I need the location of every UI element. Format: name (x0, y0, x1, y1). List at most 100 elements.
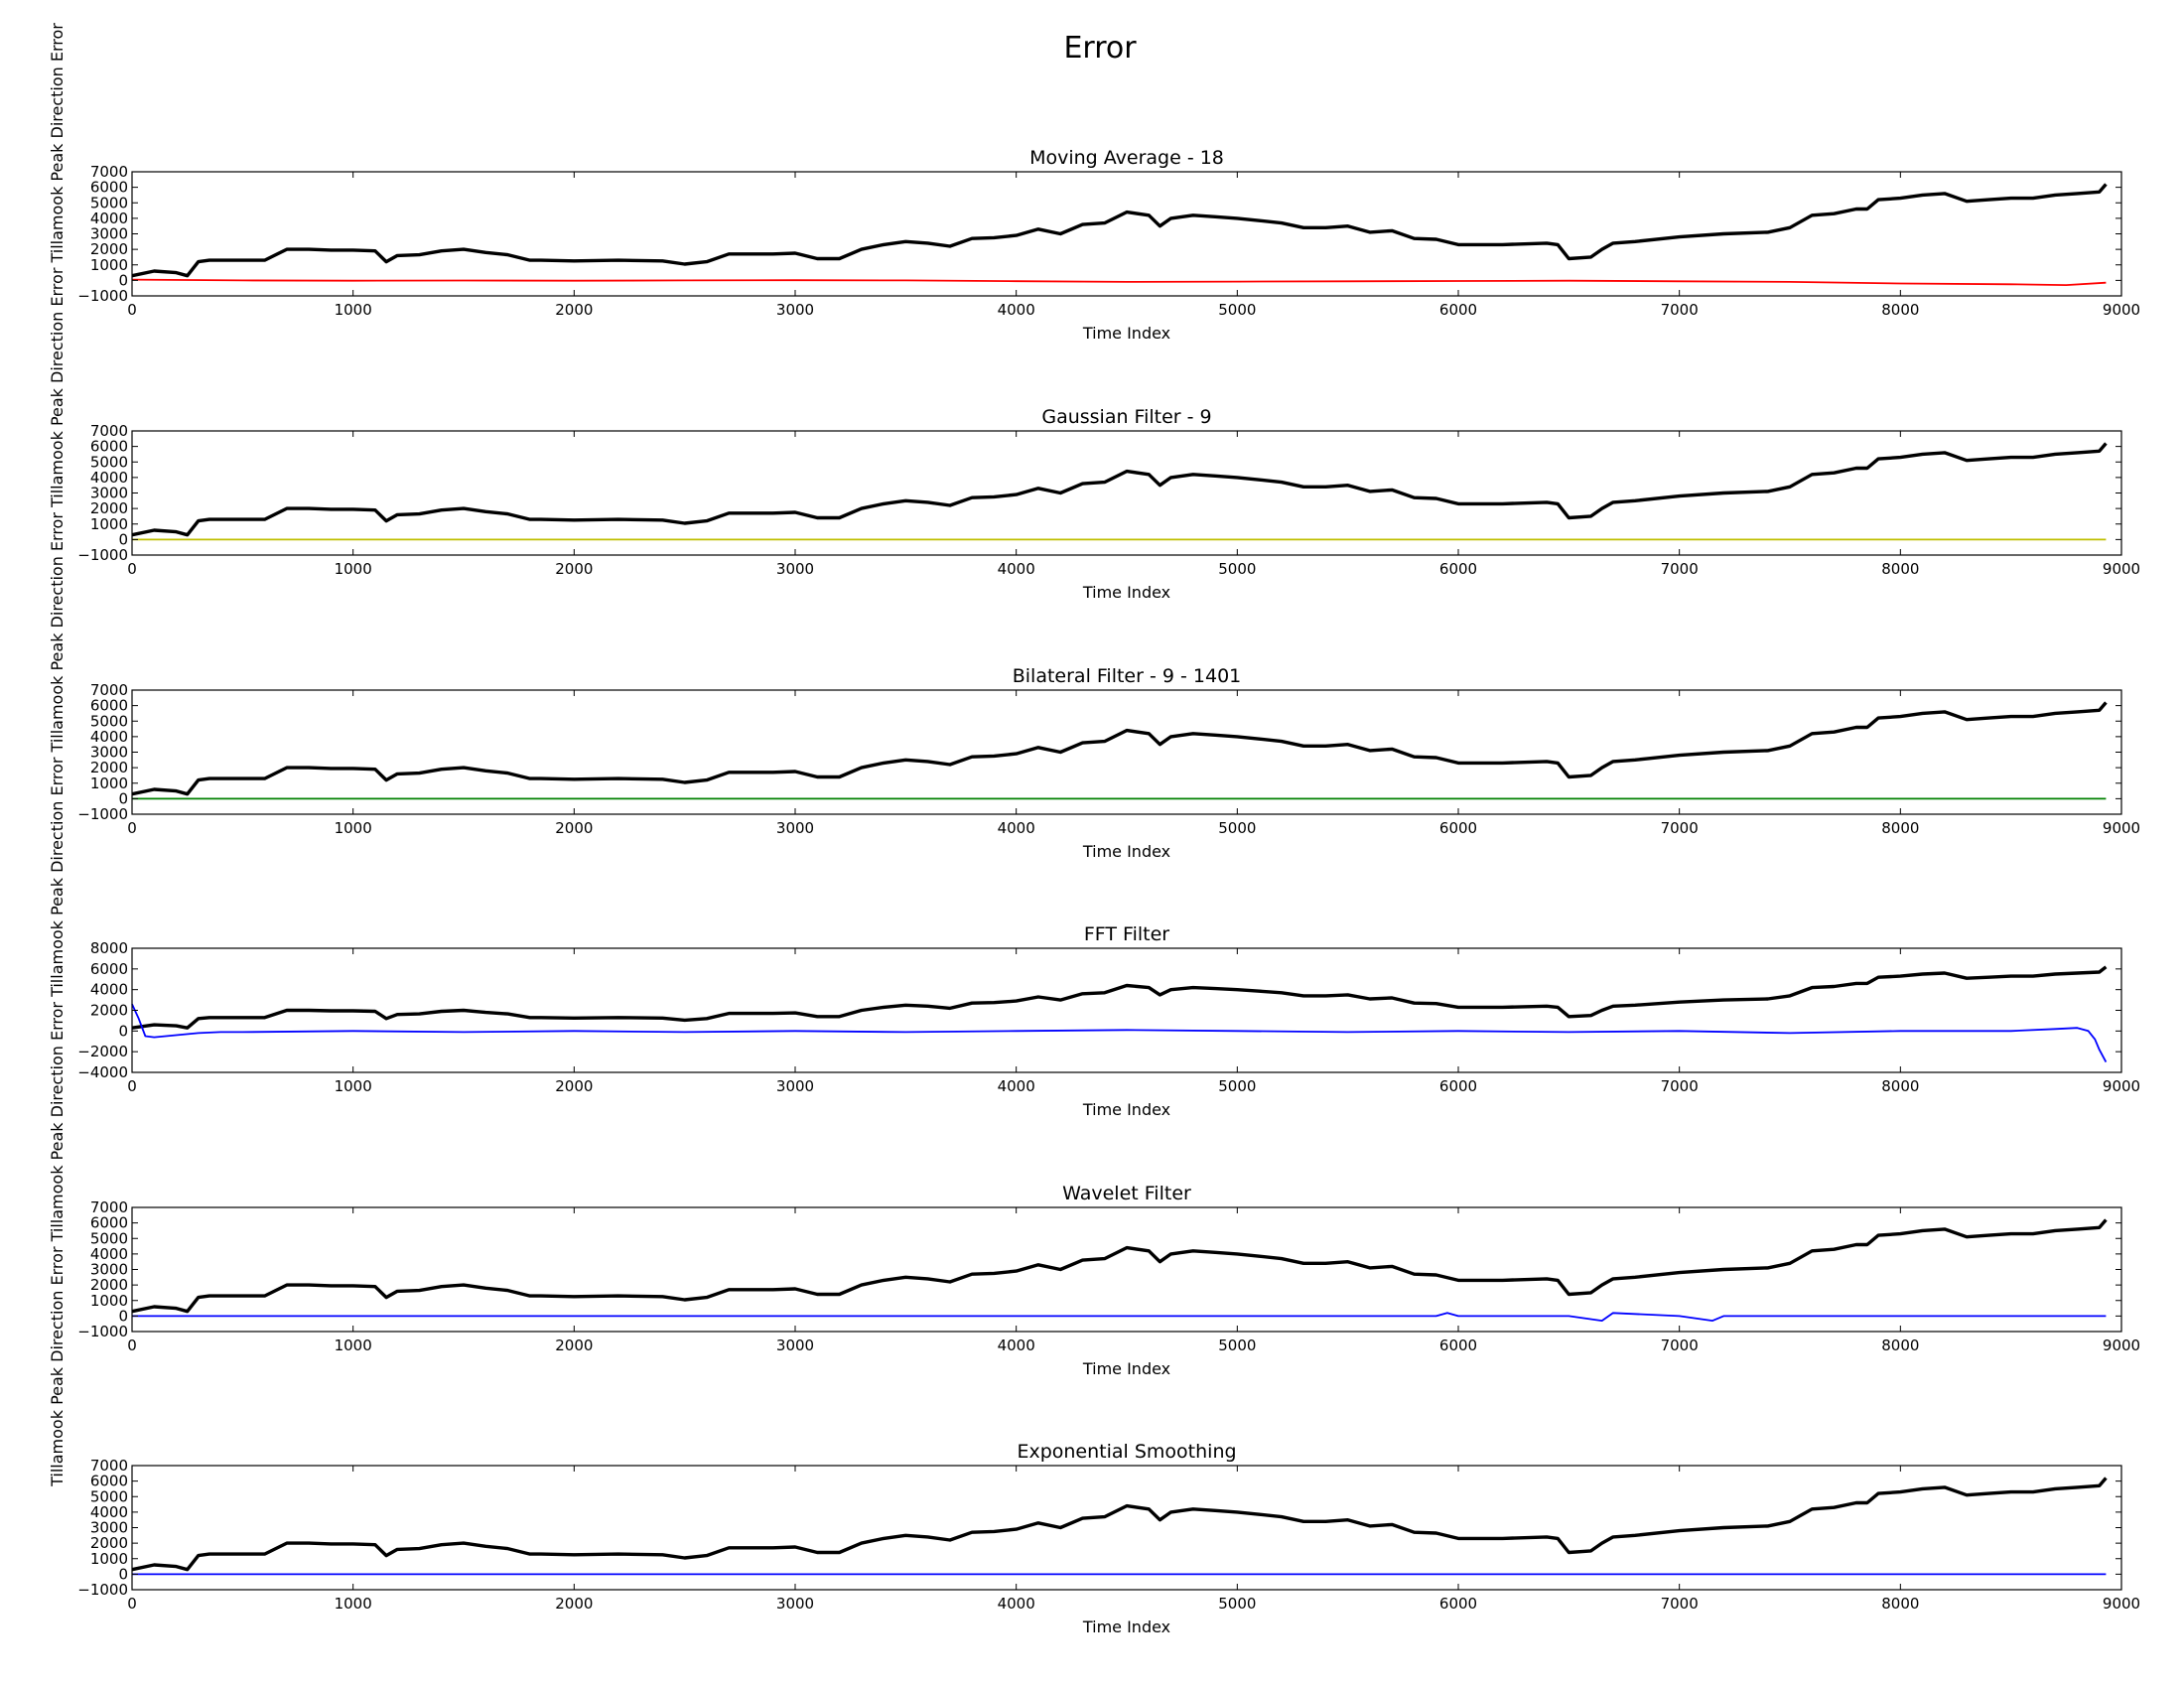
x-tick-label: 9000 (2103, 560, 2140, 578)
plot-area (132, 690, 2121, 814)
y-tick-label: 2000 (90, 1534, 128, 1552)
figure-ylabel: Tillamook Peak Direction Error Tillamook… (48, 23, 67, 1487)
y-tick-label: 3000 (90, 485, 128, 502)
y-tick-label: 3000 (90, 744, 128, 762)
series-line-2 (131, 1003, 2108, 1063)
x-tick-label: 7000 (1661, 301, 1699, 319)
x-tick-label: 3000 (776, 819, 814, 837)
series-line-2 (132, 1312, 2107, 1322)
y-tick-label: 7000 (90, 163, 128, 181)
x-tick-label: 1000 (335, 560, 372, 578)
x-tick-label: 7000 (1661, 560, 1699, 578)
subplot-2: Gaussian Filter - 90 1000 2000 3000 4000 5000… (77, 406, 2140, 602)
x-tick-label: 8000 (1881, 1595, 1919, 1613)
subplot-title: Gaussian Filter - 9 (1041, 406, 1211, 428)
y-tick-label: 1000 (90, 1550, 128, 1568)
y-tick-label: 7000 (90, 1457, 128, 1475)
x-tick-label: 7000 (1661, 1595, 1699, 1613)
x-tick-label: 9000 (2103, 1595, 2140, 1613)
x-tick-label: 8000 (1881, 301, 1919, 319)
figure-title: Error (1063, 31, 1137, 66)
x-tick-label: 7000 (1661, 1336, 1699, 1354)
y-tick-label: 5000 (90, 194, 128, 211)
y-tick-label: 7000 (90, 1198, 128, 1216)
x-axis-label: Time Index (1082, 1618, 1170, 1636)
plot-area (132, 948, 2121, 1072)
series-line-1 (131, 1218, 2108, 1314)
y-tick-label: 5000 (90, 453, 128, 471)
x-tick-label: 3000 (776, 1077, 814, 1095)
y-tick-label: 4000 (90, 1503, 128, 1521)
x-tick-label: 1000 (335, 1595, 372, 1613)
x-tick-label: 2000 (555, 819, 593, 837)
y-tick-label: 6000 (90, 438, 128, 456)
x-tick-label: 4000 (998, 1595, 1035, 1613)
x-tick-label: 8000 (1881, 819, 1919, 837)
y-tick-label: 3000 (90, 1519, 128, 1537)
y-tick-label: 7000 (90, 681, 128, 699)
x-tick-label: 4000 (998, 1336, 1035, 1354)
x-tick-label: 5000 (1218, 819, 1256, 837)
x-tick-label: 0 (127, 301, 137, 319)
x-tick-label: 1000 (335, 301, 372, 319)
x-tick-label: 3000 (776, 301, 814, 319)
series-line-1 (131, 442, 2108, 537)
y-tick-label: 1000 (90, 1292, 128, 1310)
x-tick-label: 4000 (998, 301, 1035, 319)
x-tick-label: 1000 (335, 819, 372, 837)
y-tick-label: −1000 (77, 1323, 128, 1340)
y-tick-label: 4000 (90, 728, 128, 746)
x-tick-label: 1000 (335, 1336, 372, 1354)
x-tick-label: 2000 (555, 1077, 593, 1095)
x-tick-label: 8000 (1881, 560, 1919, 578)
x-tick-label: 6000 (1439, 1336, 1477, 1354)
y-tick-label: 0 (118, 530, 128, 548)
x-axis-label: Time Index (1082, 324, 1170, 343)
y-tick-label: 0 (118, 271, 128, 289)
subplot-title: FFT Filter (1084, 923, 1169, 945)
y-tick-label: 3000 (90, 1261, 128, 1279)
series-line-1 (131, 183, 2108, 278)
y-tick-label: 5000 (90, 1229, 128, 1247)
y-tick-label: 4000 (90, 1245, 128, 1263)
y-tick-label: −2000 (77, 1043, 128, 1060)
y-tick-label: −1000 (77, 287, 128, 305)
x-tick-label: 6000 (1439, 1595, 1477, 1613)
y-tick-label: −1000 (77, 546, 128, 564)
x-tick-label: 9000 (2103, 1077, 2140, 1095)
x-axis-label: Time Index (1082, 1100, 1170, 1119)
subplot-1: Moving Average - 180 1000 2000 3000 4000 5000… (77, 147, 2140, 343)
subplot-title: Bilateral Filter - 9 - 1401 (1013, 665, 1242, 687)
y-tick-label: 2000 (90, 240, 128, 258)
x-tick-label: 2000 (555, 1595, 593, 1613)
plot-area (132, 1207, 2121, 1332)
x-tick-label: 9000 (2103, 819, 2140, 837)
y-tick-label: 0 (118, 789, 128, 807)
y-tick-label: 5000 (90, 1487, 128, 1505)
y-tick-label: 1000 (90, 256, 128, 274)
x-tick-label: 2000 (555, 301, 593, 319)
x-tick-label: 4000 (998, 819, 1035, 837)
subplot-3: Bilateral Filter - 9 - 1401 0 1000 2000 3000… (77, 665, 2140, 861)
y-tick-label: 0 (118, 1307, 128, 1325)
y-tick-label: 0 (118, 1565, 128, 1583)
y-tick-label: 6000 (90, 1473, 128, 1490)
x-tick-label: 6000 (1439, 560, 1477, 578)
y-tick-label: 0 (118, 1022, 128, 1040)
x-tick-label: 6000 (1439, 1077, 1477, 1095)
x-tick-label: 7000 (1661, 1077, 1699, 1095)
subplot-4: FFT Filter 0 1000 2000 3000 4000 5000 6000 7000 8… (77, 923, 2140, 1119)
series-line-1 (131, 965, 2108, 1030)
x-tick-label: 5000 (1218, 301, 1256, 319)
y-tick-label: 1000 (90, 515, 128, 533)
plot-area (132, 172, 2121, 296)
subplot-title: Moving Average - 18 (1029, 147, 1224, 169)
plot-area (132, 431, 2121, 555)
y-tick-label: 3000 (90, 225, 128, 243)
series-line-1 (131, 1477, 2108, 1572)
x-tick-label: 4000 (998, 560, 1035, 578)
y-tick-label: −4000 (77, 1063, 128, 1081)
